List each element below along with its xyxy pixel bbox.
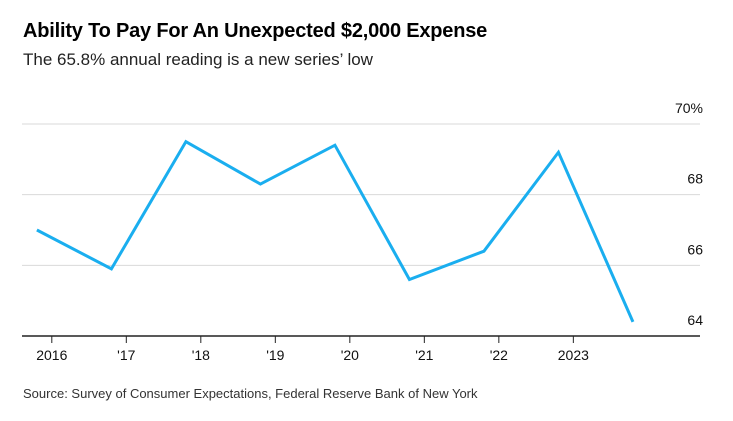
chart-subtitle: The 65.8% annual reading is a new series… [23, 50, 373, 69]
x-tick-label: '21 [415, 347, 433, 363]
x-tick-label: '19 [266, 347, 284, 363]
x-tick-label: 2016 [36, 347, 67, 363]
x-tick-label: '18 [192, 347, 210, 363]
y-tick-label: 70% [675, 100, 703, 116]
x-tick-label: '20 [341, 347, 359, 363]
series-line [36, 139, 635, 323]
y-tick-label: 66 [687, 241, 703, 257]
x-tick-label: '22 [490, 347, 508, 363]
x-tick-label: 2023 [558, 347, 589, 363]
y-tick-label: 68 [687, 171, 703, 187]
x-tick-label: '17 [117, 347, 135, 363]
chart-title: Ability To Pay For An Unexpected $2,000 … [23, 20, 488, 42]
y-tick-label: 64 [687, 312, 703, 328]
source-note: Source: Survey of Consumer Expectations,… [23, 386, 478, 401]
